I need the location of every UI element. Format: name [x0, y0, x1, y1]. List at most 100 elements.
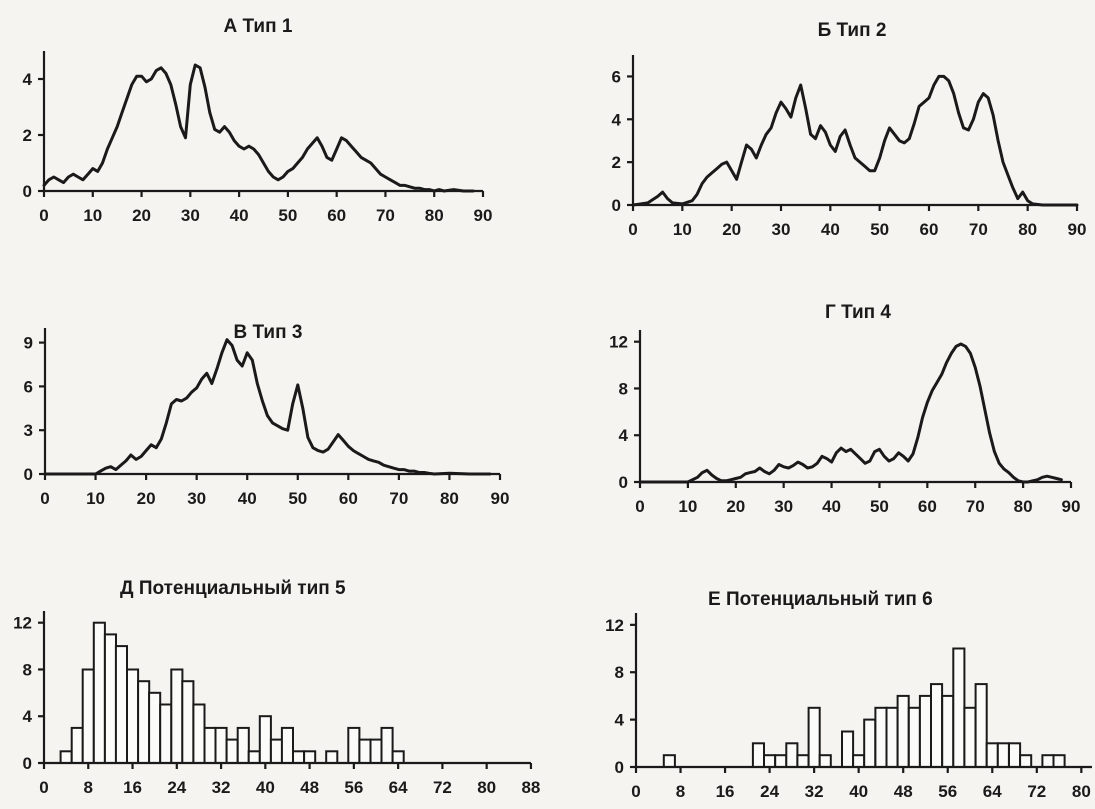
x-tick-label-c-8: 80 [440, 489, 459, 508]
bar-f-19 [963, 706, 977, 768]
bar-f-20 [974, 683, 988, 768]
x-tick-label-d-1: 10 [678, 497, 697, 516]
chart-title-b: Б Тип 2 [818, 20, 887, 41]
bar-f-24 [1019, 754, 1033, 769]
x-tick-label-c-1: 10 [86, 489, 105, 508]
chart-title-c: В Тип 3 [234, 322, 303, 343]
x-tick-label-b-1: 10 [673, 220, 692, 239]
x-tick-label-d-9: 90 [1062, 497, 1081, 516]
y-tick-label-b-2: 4 [612, 110, 622, 129]
bar-e-9 [159, 703, 173, 764]
y-tick-label-e-1: 4 [23, 707, 33, 726]
bar-e-8 [148, 691, 162, 764]
bar-e-22 [303, 750, 317, 764]
x-tick-label-c-2: 20 [137, 489, 156, 508]
bar-e-0 [59, 750, 73, 764]
x-tick-label-f-7: 56 [938, 782, 957, 801]
bar-e-17 [247, 750, 261, 764]
x-tick-label-e-8: 64 [389, 778, 408, 797]
bar-e-25 [358, 738, 372, 764]
series-line-a-0 [42, 63, 475, 193]
bar-f-10 [863, 718, 877, 768]
chart-panel-a: А Тип 1 0 10 20 30 40 50 60 70 80 90 0 2 4 [23, 16, 493, 225]
bar-f-5 [796, 754, 810, 769]
x-tick-label-c-5: 50 [288, 489, 307, 508]
x-tick-label-d-3: 30 [774, 497, 793, 516]
x-tick-label-d-5: 50 [870, 497, 889, 516]
x-tick-label-e-3: 24 [167, 778, 186, 797]
x-tick-label-a-2: 20 [132, 206, 151, 225]
x-tick-label-e-11: 88 [521, 778, 540, 797]
y-tick-label-a-0: 0 [23, 182, 32, 201]
y-tick-label-f-0: 0 [615, 758, 624, 777]
series-line-b-0 [631, 74, 1079, 207]
y-tick-label-f-2: 8 [615, 663, 624, 682]
x-tick-label-a-0: 0 [39, 206, 48, 225]
x-tick-label-e-5: 40 [256, 778, 275, 797]
x-tick-label-e-0: 0 [39, 778, 48, 797]
bar-e-11 [181, 680, 195, 765]
bar-f-22 [996, 742, 1010, 768]
bar-f-17 [941, 694, 955, 769]
y-tick-label-d-3: 12 [609, 333, 628, 352]
x-tick-label-c-6: 60 [339, 489, 358, 508]
x-tick-label-e-4: 32 [212, 778, 231, 797]
x-tick-label-e-9: 72 [433, 778, 452, 797]
x-tick-label-f-3: 24 [760, 782, 779, 801]
bar-e-16 [236, 726, 250, 765]
y-tick-label-e-2: 8 [23, 660, 32, 679]
bar-e-1 [70, 726, 84, 765]
bar-f-3 [774, 754, 788, 769]
bar-f-12 [885, 706, 899, 768]
bar-f-16 [930, 683, 944, 768]
y-tick-label-e-3: 12 [13, 614, 32, 633]
bar-f-2 [763, 754, 777, 769]
x-tick-label-d-6: 60 [918, 497, 937, 516]
y-tick-label-c-3: 9 [24, 334, 33, 353]
x-tick-label-c-9: 90 [491, 489, 510, 508]
x-tick-label-b-9: 90 [1068, 220, 1087, 239]
bar-e-24 [347, 726, 361, 765]
x-tick-label-d-0: 0 [635, 497, 644, 516]
bar-f-18 [952, 647, 966, 768]
bar-e-7 [137, 680, 151, 765]
bar-e-27 [380, 726, 394, 765]
x-tick-label-f-6: 48 [894, 782, 913, 801]
bar-e-15 [225, 738, 239, 764]
bar-e-21 [292, 750, 306, 764]
x-tick-label-d-8: 80 [1014, 497, 1033, 516]
bar-f-15 [918, 694, 933, 769]
x-tick-label-b-5: 50 [870, 220, 889, 239]
bar-e-19 [269, 738, 283, 764]
y-tick-label-c-0: 0 [24, 465, 33, 484]
y-tick-label-c-1: 3 [24, 421, 33, 440]
bar-f-7 [818, 754, 832, 769]
y-tick-label-f-1: 4 [615, 711, 625, 730]
bar-f-4 [785, 742, 799, 768]
x-tick-label-a-8: 80 [425, 206, 444, 225]
bar-e-3 [92, 621, 106, 765]
bar-e-26 [369, 738, 383, 764]
series-line-c-0 [43, 338, 492, 476]
x-tick-label-f-4: 32 [805, 782, 824, 801]
x-tick-label-a-7: 70 [376, 206, 395, 225]
bar-f-21 [985, 742, 999, 768]
x-tick-label-b-4: 40 [821, 220, 840, 239]
x-tick-label-b-8: 80 [1018, 220, 1037, 239]
x-tick-label-d-4: 40 [822, 497, 841, 516]
x-tick-label-a-5: 50 [278, 206, 297, 225]
bar-f-14 [907, 706, 921, 768]
x-tick-label-d-2: 20 [726, 497, 745, 516]
y-tick-label-a-2: 4 [23, 70, 33, 89]
bar-e-14 [214, 726, 228, 765]
x-tick-label-c-4: 40 [238, 489, 257, 508]
x-tick-label-b-0: 0 [628, 220, 637, 239]
x-tick-label-b-3: 30 [772, 220, 791, 239]
x-tick-label-f-1: 8 [676, 782, 685, 801]
chart-panel-b: Б Тип 2 0 10 20 30 40 50 60 70 80 90 0 2 4 6 [612, 20, 1087, 239]
bar-e-2 [81, 668, 95, 764]
y-tick-label-e-0: 0 [23, 754, 32, 773]
chart-panel-f: Е Потенциальный тип 60 8 16 24 32 40 48 56 64 72 8… [605, 589, 1092, 801]
x-tick-label-b-2: 20 [722, 220, 741, 239]
